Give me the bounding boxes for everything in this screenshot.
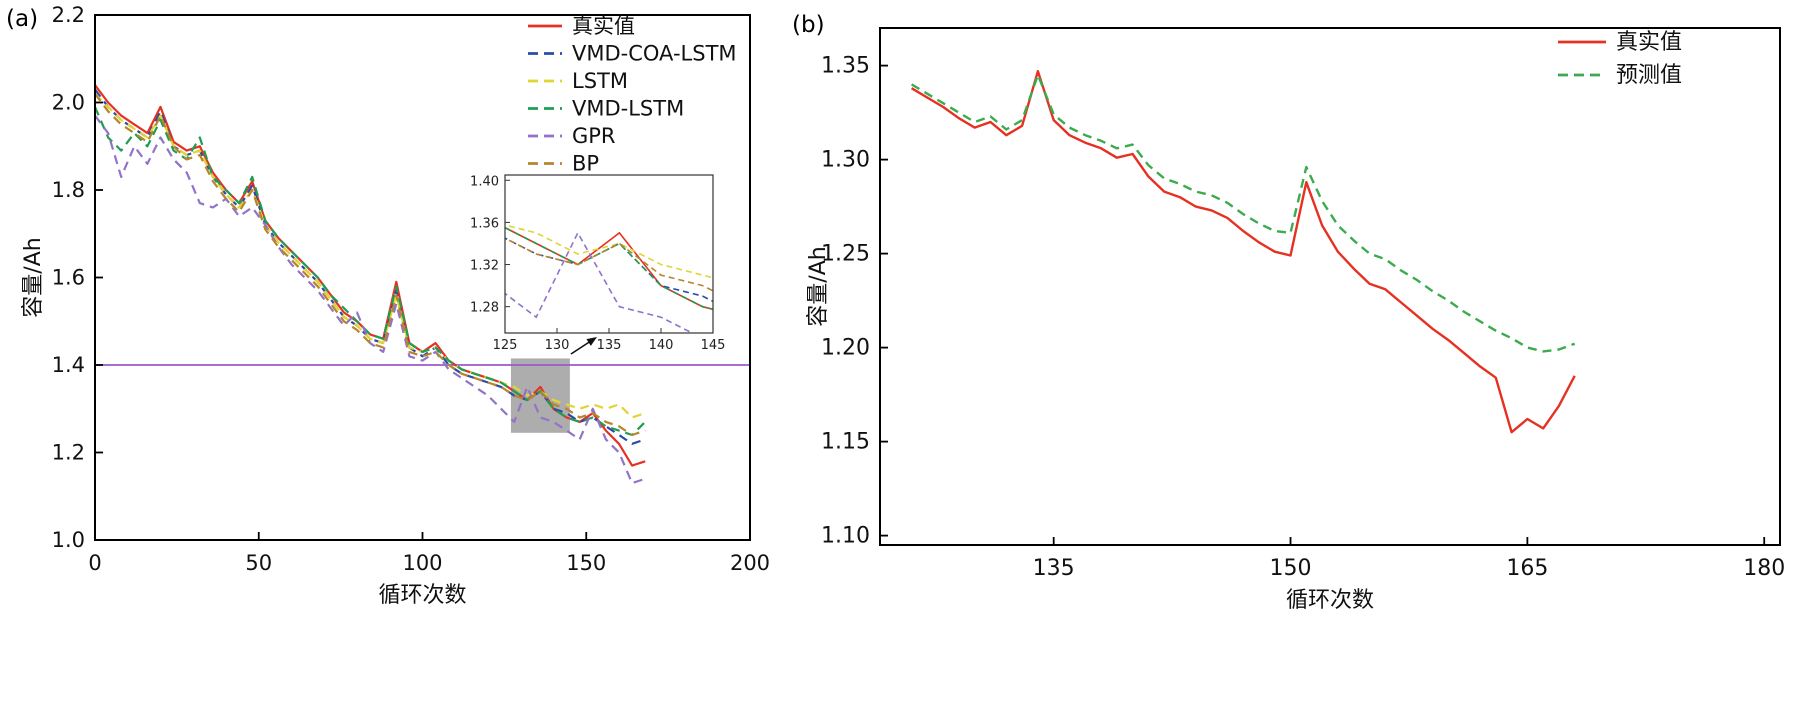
legend-label: 真实值 <box>1616 30 1682 55</box>
zoom-arrow-head <box>586 337 597 346</box>
inset-y-tick-label: 1.28 <box>470 301 499 316</box>
y-tick-label: 1.25 <box>821 242 870 267</box>
y-tick-label: 2.2 <box>52 3 85 27</box>
inset-x-tick-label: 140 <box>649 338 674 353</box>
inset-series-line-BP <box>505 237 713 292</box>
inset-background <box>505 175 713 333</box>
inset-series-line-LSTM <box>505 224 713 279</box>
legend-label: VMD-LSTM <box>572 97 684 121</box>
x-tick-label: 150 <box>1270 556 1312 581</box>
inset-y-tick-label: 1.32 <box>470 259 499 274</box>
legend-label: LSTM <box>572 69 628 93</box>
series-line-真实值 <box>95 84 646 467</box>
y-tick-label: 1.10 <box>821 524 870 549</box>
inset-x-tick-label: 135 <box>597 338 622 353</box>
inset-x-tick-label: 125 <box>493 338 518 353</box>
series-line-预测值 <box>910 73 1576 353</box>
panel-a-label: (a) <box>6 6 39 32</box>
zoom-arrow <box>570 339 593 355</box>
x-tick-label: 50 <box>245 551 272 575</box>
x-tick-label: 150 <box>566 551 606 575</box>
x-tick-label: 100 <box>402 551 442 575</box>
y-tick-label: 2.0 <box>52 91 85 115</box>
x-axis-label: 循环次数 <box>378 583 466 608</box>
panel-b: (b) 135 150 165 180 1.10 1.15 1.20 1.25 1.30 1.35… <box>790 0 1820 718</box>
series-line-GPR <box>95 114 646 485</box>
y-tick-label: 1.8 <box>52 178 85 202</box>
y-tick-label: 1.4 <box>52 353 85 377</box>
panel-b-label: (b) <box>792 12 825 38</box>
chart-a: 0 50 100 150 200 1.0 1.2 1.4 1.6 1.8 2.0 2.2 循环次数 容量/… <box>21 3 770 608</box>
legend-label: VMD-COA-LSTM <box>572 42 737 66</box>
x-axis-label: 循环次数 <box>1286 588 1374 613</box>
y-axis-label: 容量/Ah <box>21 237 46 317</box>
panel-a: (a) 0 50 100 150 200 1.0 1.2 1.4 1.6 1.8 2.0 2.2 循环次… <box>0 0 790 718</box>
inset-y-tick-label: 1.36 <box>470 216 499 231</box>
x-tick-label: 165 <box>1506 556 1548 581</box>
y-tick-label: 1.2 <box>52 441 85 465</box>
x-tick-label: 135 <box>1033 556 1075 581</box>
y-axis-label: 容量/Ah <box>806 246 831 326</box>
legend-label: 预测值 <box>1616 63 1682 88</box>
x-tick-label: 200 <box>730 551 770 575</box>
series-line-LSTM <box>95 93 646 419</box>
x-tick-label: 0 <box>88 551 101 575</box>
inset-x-tick-label: 145 <box>701 338 726 353</box>
legend-label: 真实值 <box>572 14 635 38</box>
plot-frame <box>879 27 1781 546</box>
legend-label: BP <box>572 152 599 176</box>
y-tick-label: 1.30 <box>821 148 870 173</box>
inset-series-line-真实值 <box>505 226 713 311</box>
series-line-BP <box>95 93 646 437</box>
y-tick-label: 1.0 <box>52 528 85 552</box>
inset-y-tick-label: 1.40 <box>470 174 499 189</box>
y-tick-label: 1.6 <box>52 266 85 290</box>
series-line-真实值 <box>910 69 1576 434</box>
chart-b: 135 150 165 180 1.10 1.15 1.20 1.25 1.30 1.35 循环次数… <box>806 27 1785 613</box>
inset-x-tick-label: 130 <box>545 338 570 353</box>
legend-label: GPR <box>572 124 616 148</box>
y-tick-label: 1.15 <box>821 430 870 455</box>
inset-series-line-GPR <box>505 231 694 333</box>
y-tick-label: 1.20 <box>821 336 870 361</box>
y-tick-label: 1.35 <box>821 54 870 79</box>
x-tick-label: 180 <box>1743 556 1785 581</box>
